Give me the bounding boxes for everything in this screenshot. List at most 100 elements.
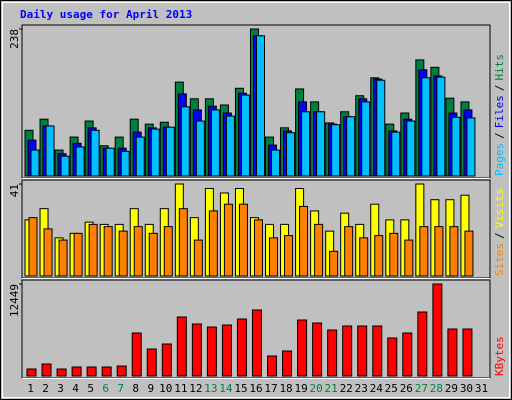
bar bbox=[180, 106, 190, 177]
legend-entry: KBytes bbox=[493, 336, 506, 376]
bar bbox=[88, 223, 98, 277]
bar bbox=[41, 363, 52, 377]
bar bbox=[267, 355, 278, 377]
x-tick-label: 19 bbox=[294, 382, 307, 395]
bar bbox=[206, 326, 217, 377]
x-tick-label: 8 bbox=[132, 382, 139, 395]
bar bbox=[30, 149, 40, 177]
x-tick-label: 26 bbox=[400, 382, 413, 395]
x-tick-label: 17 bbox=[264, 382, 277, 395]
legend: Pages / Files / Hits bbox=[493, 54, 506, 176]
bar bbox=[131, 332, 142, 377]
bar bbox=[223, 203, 233, 277]
bar bbox=[255, 35, 265, 177]
x-tick-label: 30 bbox=[460, 382, 473, 395]
bar bbox=[269, 237, 279, 277]
bar bbox=[238, 203, 248, 277]
x-tick-label: 1 bbox=[27, 382, 34, 395]
bar bbox=[116, 365, 127, 377]
x-tick-label: 31 bbox=[475, 382, 488, 395]
chart-title: Daily usage for April 2013 bbox=[20, 8, 192, 21]
bar bbox=[299, 205, 309, 277]
bar bbox=[118, 230, 128, 277]
bar bbox=[329, 250, 339, 277]
bar bbox=[466, 117, 476, 177]
x-tick-label: 4 bbox=[72, 382, 79, 395]
x-tick-label: 9 bbox=[147, 382, 154, 395]
bar bbox=[101, 366, 112, 377]
x-tick-label: 24 bbox=[370, 382, 384, 395]
bar bbox=[225, 115, 235, 177]
x-tick-label: 10 bbox=[159, 382, 172, 395]
bar bbox=[45, 125, 55, 177]
bar bbox=[417, 311, 428, 377]
bar bbox=[236, 318, 247, 377]
x-tick-label: 16 bbox=[249, 382, 262, 395]
bar bbox=[178, 208, 188, 277]
bar bbox=[163, 226, 173, 277]
bar bbox=[404, 239, 414, 277]
legend-entry: Pages bbox=[493, 143, 506, 176]
bar bbox=[146, 348, 157, 377]
x-tick-label: 25 bbox=[385, 382, 398, 395]
bar bbox=[374, 235, 384, 277]
bar bbox=[387, 337, 398, 377]
bar bbox=[436, 76, 446, 177]
bar bbox=[301, 111, 311, 177]
x-tick-label: 15 bbox=[234, 382, 247, 395]
x-tick-label: 21 bbox=[325, 382, 338, 395]
x-tick-label: 22 bbox=[340, 382, 353, 395]
bar bbox=[434, 226, 444, 277]
bar bbox=[56, 368, 67, 377]
bar bbox=[148, 232, 158, 277]
bar bbox=[344, 226, 354, 277]
legend-entry: Files bbox=[493, 95, 506, 128]
bar bbox=[361, 101, 371, 177]
bar bbox=[176, 316, 187, 377]
bar bbox=[105, 147, 115, 177]
bar bbox=[251, 309, 262, 377]
x-tick-label: 23 bbox=[355, 382, 368, 395]
bar bbox=[421, 77, 431, 177]
bar bbox=[462, 328, 473, 377]
bar bbox=[221, 324, 232, 377]
legend: Sites / Visits bbox=[493, 189, 506, 277]
bar bbox=[331, 124, 341, 177]
bar bbox=[73, 232, 83, 277]
x-tick-label: 27 bbox=[415, 382, 428, 395]
bar bbox=[210, 109, 220, 177]
bar bbox=[75, 146, 85, 177]
x-tick-label: 12 bbox=[189, 382, 202, 395]
bar bbox=[297, 319, 308, 377]
bar bbox=[406, 120, 416, 177]
bar bbox=[346, 116, 356, 177]
bar bbox=[28, 217, 38, 277]
bar bbox=[120, 150, 130, 177]
bar bbox=[43, 228, 53, 277]
bar bbox=[58, 239, 68, 277]
legend-entry: Visits bbox=[493, 189, 506, 229]
bar bbox=[133, 226, 143, 277]
bar bbox=[357, 325, 368, 377]
bar bbox=[193, 239, 203, 277]
bar bbox=[447, 328, 458, 377]
x-tick-label: 11 bbox=[174, 382, 187, 395]
bar bbox=[60, 155, 70, 177]
legend-entry: Hits bbox=[493, 54, 506, 81]
legend: KBytes bbox=[493, 336, 506, 376]
y-tick-label: 41 bbox=[8, 184, 21, 197]
bar bbox=[165, 126, 175, 177]
x-tick-label: 2 bbox=[42, 382, 49, 395]
bar bbox=[284, 235, 294, 277]
x-tick-label: 6 bbox=[102, 382, 109, 395]
bar bbox=[389, 232, 399, 277]
legend-separator: / bbox=[493, 132, 506, 139]
x-tick-label: 3 bbox=[57, 382, 64, 395]
bar bbox=[253, 219, 263, 277]
legend-separator: / bbox=[493, 85, 506, 92]
bar bbox=[342, 325, 353, 377]
bar bbox=[26, 368, 37, 377]
bar bbox=[432, 283, 443, 377]
